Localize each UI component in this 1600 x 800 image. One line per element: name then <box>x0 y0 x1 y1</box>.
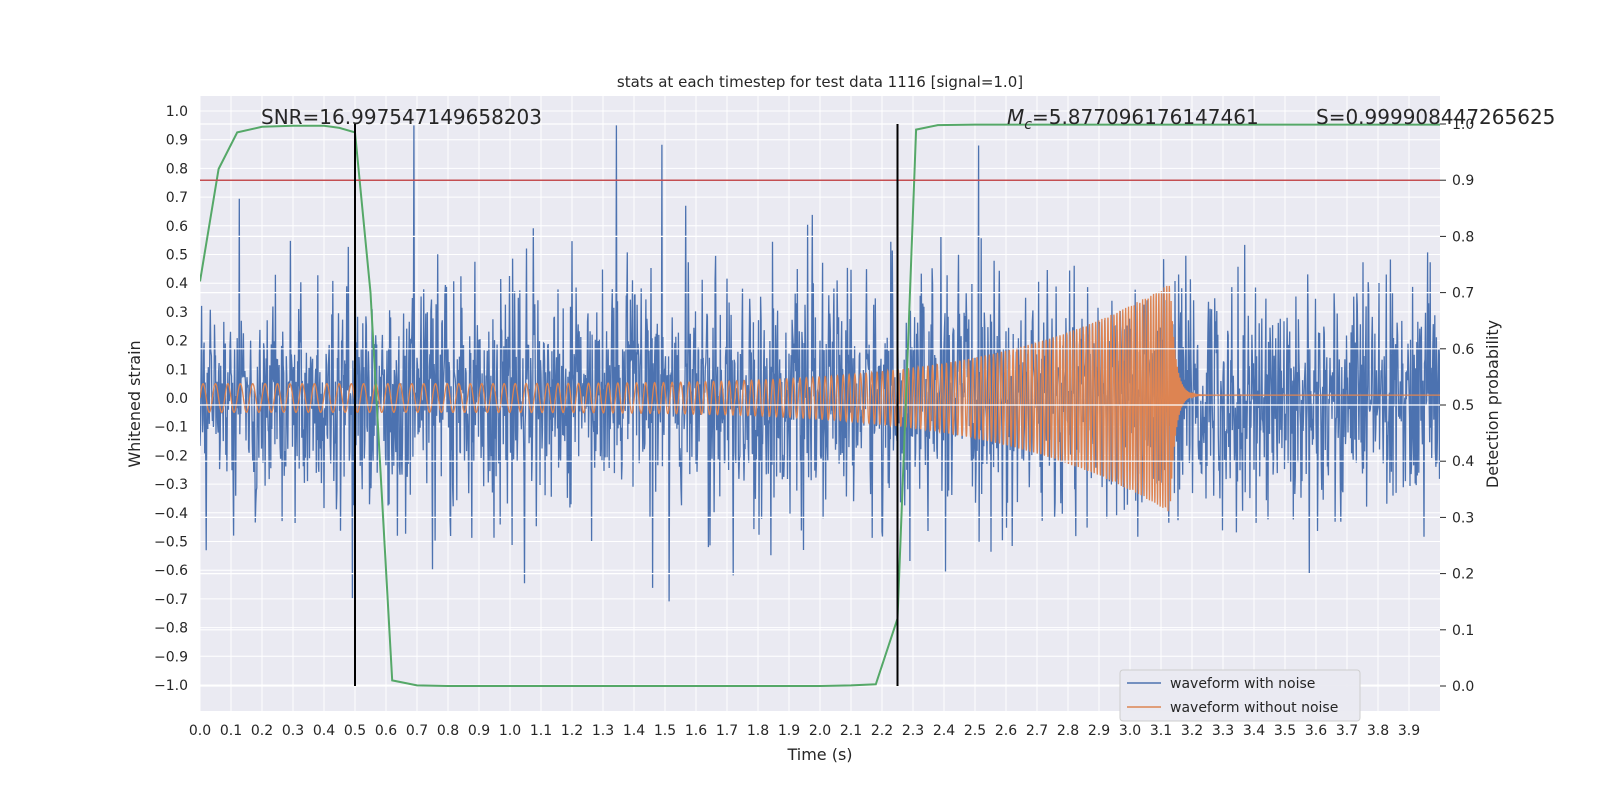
x-tick-label: 2.7 <box>1026 723 1048 739</box>
chirp-mass-value: =5.877096176147461 <box>1032 105 1259 129</box>
x-tick-label: 0.0 <box>189 723 211 739</box>
x-tick-label: 0.6 <box>375 723 397 739</box>
series-waveform-with-noise <box>200 125 1440 602</box>
x-tick-label: 1.9 <box>778 723 800 739</box>
x-tick-label: 0.4 <box>313 723 335 739</box>
snr-annotation: SNR=16.997547149658203 <box>261 105 542 129</box>
x-tick-label: 0.8 <box>437 723 459 739</box>
y-right-tick-label: 0.9 <box>1452 173 1474 189</box>
s-annotation: S=0.999908447265625 <box>1316 105 1555 129</box>
x-tick-label: 3.4 <box>1243 723 1265 739</box>
legend-label-noise: waveform with noise <box>1170 676 1315 692</box>
x-tick-label: 1.2 <box>561 723 583 739</box>
chirp-mass-annotation: Mc=5.877096176147461 <box>1007 105 1259 133</box>
series-waveform-without-noise <box>200 285 1440 512</box>
y-left-tick-label: −0.3 <box>154 477 188 493</box>
y-left-tick-label: 1.0 <box>166 104 188 120</box>
y-right-tick-label: 0.5 <box>1452 398 1474 414</box>
x-tick-label: 2.5 <box>964 723 986 739</box>
series-detection-probability <box>200 123 1440 687</box>
x-tick-label: 1.1 <box>530 723 552 739</box>
y-right-tick-label: 0.8 <box>1452 229 1474 245</box>
y-right-axis-label: Detection probability <box>1483 320 1502 488</box>
x-tick-label: 1.6 <box>685 723 707 739</box>
x-tick-label: 2.0 <box>809 723 831 739</box>
y-left-tick-label: −1.0 <box>154 678 188 694</box>
x-tick-label: 1.7 <box>716 723 738 739</box>
x-tick-label: 3.0 <box>1119 723 1141 739</box>
y-left-axis-ticks: 1.0 0.9 0.8 0.7 0.6 0.5 0.4 0.3 0.2 0.1 0.0 −0.1 −0.… <box>154 104 188 694</box>
x-tick-label: 2.2 <box>871 723 893 739</box>
y-right-tick-label: 0.3 <box>1452 510 1474 526</box>
probability-line <box>200 123 1440 687</box>
x-tick-label: 2.3 <box>902 723 924 739</box>
x-tick-label: 1.4 <box>623 723 645 739</box>
x-axis-label: Time (s) <box>786 745 852 764</box>
x-tick-label: 3.3 <box>1212 723 1234 739</box>
x-tick-label: 0.2 <box>251 723 273 739</box>
y-left-tick-label: 0.0 <box>166 391 188 407</box>
chirp-mass-symbol: M <box>1007 105 1024 129</box>
y-left-tick-label: 0.8 <box>166 161 188 177</box>
y-left-tick-label: 0.9 <box>166 133 188 149</box>
y-right-tick-label: 0.4 <box>1452 454 1474 470</box>
x-tick-label: 3.8 <box>1367 723 1389 739</box>
y-right-tick-label: 0.7 <box>1452 286 1474 302</box>
clean-line <box>200 285 1440 512</box>
legend: waveform with noise waveform without noi… <box>1119 669 1361 722</box>
y-left-tick-label: 0.7 <box>166 190 188 206</box>
y-right-tick-label: 0.2 <box>1452 567 1474 583</box>
y-left-tick-label: −0.7 <box>154 592 188 608</box>
y-right-tick-label: 0.1 <box>1452 623 1474 639</box>
x-tick-label: 0.1 <box>220 723 242 739</box>
y-right-tick-label: 0.6 <box>1452 342 1474 358</box>
x-tick-label: 2.4 <box>933 723 955 739</box>
y-left-tick-label: 0.6 <box>166 219 188 235</box>
y-right-tick-label: 0.0 <box>1452 679 1474 695</box>
x-tick-label: 1.0 <box>499 723 521 739</box>
chart-title: stats at each timestep for test data 111… <box>617 73 1023 91</box>
legend-box <box>1119 669 1361 722</box>
x-tick-label: 3.9 <box>1398 723 1420 739</box>
x-tick-label: 3.2 <box>1181 723 1203 739</box>
y-left-tick-label: −0.9 <box>154 649 188 665</box>
chirp-mass-subscript: c <box>1024 117 1032 133</box>
x-tick-label: 1.8 <box>747 723 769 739</box>
legend-label-clean: waveform without noise <box>1170 700 1338 716</box>
x-tick-label: 2.8 <box>1057 723 1079 739</box>
x-tick-label: 3.5 <box>1274 723 1296 739</box>
y-left-tick-label: −0.5 <box>154 535 188 551</box>
y-left-tick-label: −0.6 <box>154 563 188 579</box>
y-left-axis-label: Whitened strain <box>125 340 144 467</box>
y-left-tick-label: −0.2 <box>154 448 188 464</box>
y-left-tick-label: 0.4 <box>166 276 188 292</box>
y-left-tick-label: 0.3 <box>166 305 188 321</box>
noise-line <box>200 125 1440 602</box>
y-left-tick-label: −0.8 <box>154 621 188 637</box>
x-tick-label: 0.5 <box>344 723 366 739</box>
x-tick-label: 3.1 <box>1150 723 1172 739</box>
y-right-tick-label: 1.0 <box>1452 117 1474 133</box>
x-tick-label: 2.9 <box>1088 723 1110 739</box>
x-tick-label: 3.6 <box>1305 723 1327 739</box>
x-tick-label: 2.6 <box>995 723 1017 739</box>
y-right-axis-ticks: 1.0 0.9 0.8 0.7 0.6 0.5 0.4 0.3 0.2 0.1 0.0 <box>1440 117 1474 695</box>
x-tick-label: 0.7 <box>406 723 428 739</box>
y-left-tick-label: 0.1 <box>166 362 188 378</box>
y-left-tick-label: −0.4 <box>154 506 188 522</box>
x-tick-label: 0.9 <box>468 723 490 739</box>
y-left-tick-label: −0.1 <box>154 420 188 436</box>
x-axis-ticks: 0.0 0.1 0.2 0.3 0.4 0.5 0.6 0.7 0.8 0.9 1.0 1.1 1.2 1… <box>189 723 1420 739</box>
x-tick-label: 3.7 <box>1336 723 1358 739</box>
x-tick-label: 1.5 <box>654 723 676 739</box>
y-left-tick-label: 0.5 <box>166 248 188 264</box>
y-left-tick-label: 0.2 <box>166 334 188 350</box>
x-tick-label: 1.3 <box>592 723 614 739</box>
x-tick-label: 2.1 <box>840 723 862 739</box>
x-tick-label: 0.3 <box>282 723 304 739</box>
vertical-markers <box>354 124 899 686</box>
